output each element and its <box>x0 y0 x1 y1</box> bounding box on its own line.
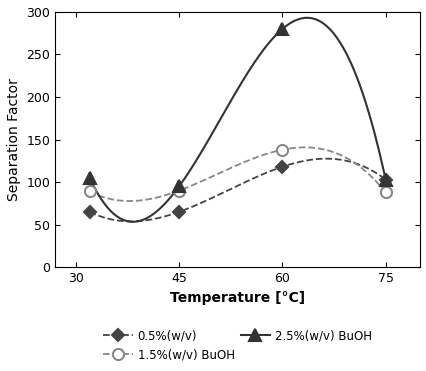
1.5%(w/v) BuOH <box>176 188 181 193</box>
Legend: 0.5%(w/v), 1.5%(w/v) BuOH, 2.5%(w/v) BuOH: 0.5%(w/v), 1.5%(w/v) BuOH, 2.5%(w/v) BuO… <box>103 329 371 361</box>
X-axis label: Temperature [°C]: Temperature [°C] <box>170 290 305 305</box>
Line: 1.5%(w/v) BuOH: 1.5%(w/v) BuOH <box>84 144 390 198</box>
2.5%(w/v) BuOH <box>176 184 181 188</box>
0.5%(w/v) <box>87 210 92 214</box>
Line: 2.5%(w/v) BuOH: 2.5%(w/v) BuOH <box>84 23 390 192</box>
Line: 0.5%(w/v): 0.5%(w/v) <box>85 162 389 216</box>
0.5%(w/v) <box>176 210 181 214</box>
0.5%(w/v) <box>279 164 284 169</box>
2.5%(w/v) BuOH <box>87 175 92 180</box>
0.5%(w/v) <box>382 177 387 182</box>
2.5%(w/v) BuOH <box>279 27 284 31</box>
1.5%(w/v) BuOH <box>382 190 387 194</box>
1.5%(w/v) BuOH <box>279 148 284 152</box>
Y-axis label: Separation Factor: Separation Factor <box>7 78 21 201</box>
2.5%(w/v) BuOH <box>382 177 387 182</box>
1.5%(w/v) BuOH <box>87 189 92 194</box>
